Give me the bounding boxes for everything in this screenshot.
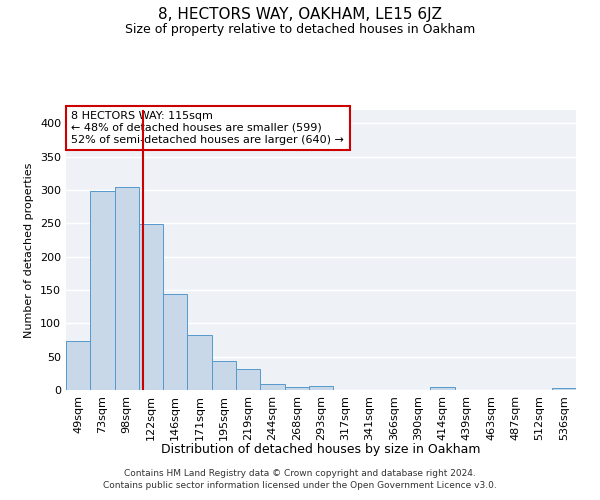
Text: Size of property relative to detached houses in Oakham: Size of property relative to detached ho… xyxy=(125,22,475,36)
Text: Distribution of detached houses by size in Oakham: Distribution of detached houses by size … xyxy=(161,442,481,456)
Bar xyxy=(212,360,236,390)
Bar xyxy=(552,388,576,390)
Text: 8 HECTORS WAY: 115sqm
← 48% of detached houses are smaller (599)
52% of semi-det: 8 HECTORS WAY: 115sqm ← 48% of detached … xyxy=(71,112,344,144)
Bar xyxy=(163,294,187,390)
Bar xyxy=(284,386,309,390)
Text: 8, HECTORS WAY, OAKHAM, LE15 6JZ: 8, HECTORS WAY, OAKHAM, LE15 6JZ xyxy=(158,8,442,22)
Bar xyxy=(90,192,115,390)
Bar xyxy=(236,368,260,390)
Text: Contains HM Land Registry data © Crown copyright and database right 2024.: Contains HM Land Registry data © Crown c… xyxy=(124,468,476,477)
Bar xyxy=(260,384,284,390)
Text: Contains public sector information licensed under the Open Government Licence v3: Contains public sector information licen… xyxy=(103,481,497,490)
Bar xyxy=(430,386,455,390)
Y-axis label: Number of detached properties: Number of detached properties xyxy=(25,162,34,338)
Bar xyxy=(66,342,90,390)
Bar xyxy=(309,386,333,390)
Bar xyxy=(115,188,139,390)
Bar xyxy=(187,336,212,390)
Bar xyxy=(139,224,163,390)
